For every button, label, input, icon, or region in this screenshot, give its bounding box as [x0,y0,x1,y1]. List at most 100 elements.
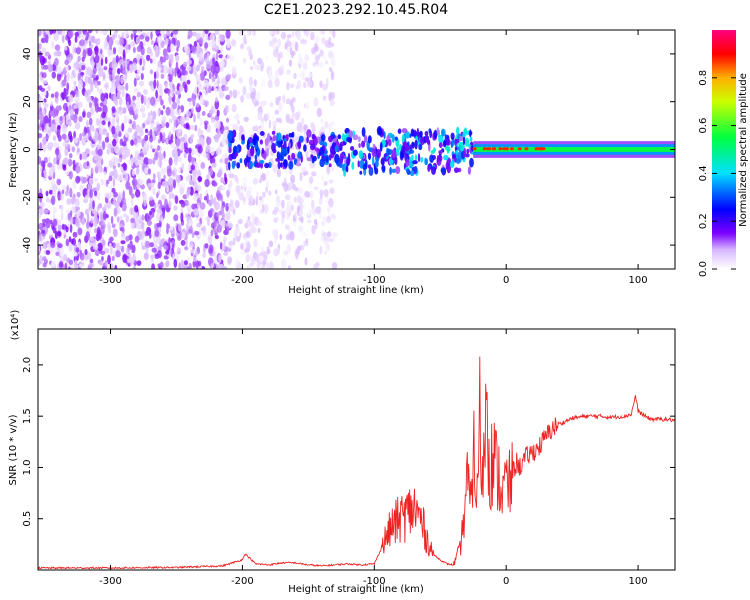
spectrogram-cell [180,212,184,223]
spectrogram-cell [91,126,96,132]
spectrogram-cell [269,70,272,80]
spectrogram-cell [324,120,329,130]
spectrogram-cell [129,63,134,74]
spectrogram-cell [285,98,291,105]
spectrogram-cell [322,216,327,221]
spectrogram-cell [294,210,298,219]
spectrogram-cell [139,58,143,66]
spectrogram-cell [70,74,74,80]
spectrogram-cell [75,247,80,253]
spectrogram-cell [88,117,93,126]
spectrogram-cell [169,118,173,124]
spectrogram-cell [301,232,307,237]
spectrogram-cell [94,82,98,89]
spectrogram-cell [218,169,222,177]
spectrogram-cell [153,127,158,132]
spectrogram-cell [204,123,208,130]
spectrogram-cell [51,195,56,206]
spectrogram-cell [134,160,139,167]
spectrogram-cell [76,191,81,198]
spectrogram-cell [254,154,258,161]
spectrogram-cell [220,219,226,229]
spectrogram-cell [146,46,152,55]
spectrogram-cell [243,116,249,122]
spectrogram-cell [524,147,529,151]
spectrogram-cell [328,122,332,132]
spectrogram-cell [397,128,402,134]
spectrogram-cell [59,246,64,257]
spectrogram-cell [258,255,264,262]
spectrogram-cell [151,263,155,269]
spectrogram-cell [113,94,117,104]
spectrogram-cell [482,147,487,151]
spectrogram-cell [429,129,433,139]
spectrogram-cell [106,148,110,155]
spectrogram-cell [116,85,122,92]
spectrogram-cell [198,53,203,62]
spectrogram-cell [90,83,94,92]
spectrogram-cell [109,42,112,50]
spectrogram-cell [221,139,226,144]
spectrogram-cell [63,157,69,166]
snr-ytick-label: 1.5 [22,408,33,424]
spectrogram-cell [350,146,355,151]
spectrogram-cell [314,206,320,214]
spectrogram-cell [284,224,290,230]
spectrogram-cell [264,162,270,169]
spectrogram-cell [140,94,144,104]
spectrogram-cell [215,52,219,61]
spectrogram-cell [146,54,151,62]
spectrogram-cell [429,154,434,163]
spectrogram-cell [412,160,418,165]
spectrogram-cell [42,241,48,250]
spectrogram-cell [96,86,100,93]
spectrogram-cell [154,236,158,242]
spectrogram-cell [261,78,266,88]
snr-ticks: -300 -200 -100 0 100 0.5 1.0 1.5 2.0 [22,329,675,587]
spectrogram-cell [313,97,319,107]
spectrogram-cell [262,100,267,106]
spectrogram-cell [276,216,279,222]
spectrogram-cell [157,139,161,144]
spectrogram-cell [75,90,79,98]
spectrogram-cell [455,158,461,164]
spectrogram-cell [143,39,146,47]
spectrogram-cell [87,47,93,57]
spectrogram-cell [56,72,62,82]
spectrogram-cell [160,73,165,79]
spectrogram-cell [266,133,271,143]
spectrogram-cell [323,181,328,186]
spectrogram-cell [68,153,73,159]
spectrogram-cell [157,145,160,151]
spectrogram-cell [103,66,108,71]
spectrogram-cell [86,111,92,119]
spectrogram-cell [79,252,85,261]
spectrogram-cell [314,42,318,52]
spectrogram-cell [220,46,224,55]
spectrogram-cell [308,176,314,184]
spectrogram-cell [269,30,275,36]
spectrogram-cell [174,67,177,77]
spectrogram-cell [235,258,239,267]
spectrogram-xtick-label: -100 [363,275,386,286]
spectrogram-cell [136,138,142,144]
spectrogram-cell [44,144,49,150]
spectrogram-cell [44,51,50,57]
spectrogram-cell [288,133,294,138]
spectrogram-cell [132,253,136,263]
spectrogram-cell [196,222,202,228]
spectrogram-cell [299,209,302,215]
spectrogram-cell [40,37,47,44]
spectrogram-cell [131,40,136,46]
spectrogram-cell [115,55,120,64]
spectrogram-cell [249,66,254,71]
spectrogram-cell [287,146,290,154]
spectrogram-cell [246,46,252,51]
spectrogram-cell [103,131,108,136]
spectrogram-cell [221,266,228,269]
spectrogram-cell [309,190,314,199]
colorbar-tick-label: 0.2 [698,213,709,229]
spectrogram-cell [411,154,414,163]
spectrogram-cell [199,71,205,81]
